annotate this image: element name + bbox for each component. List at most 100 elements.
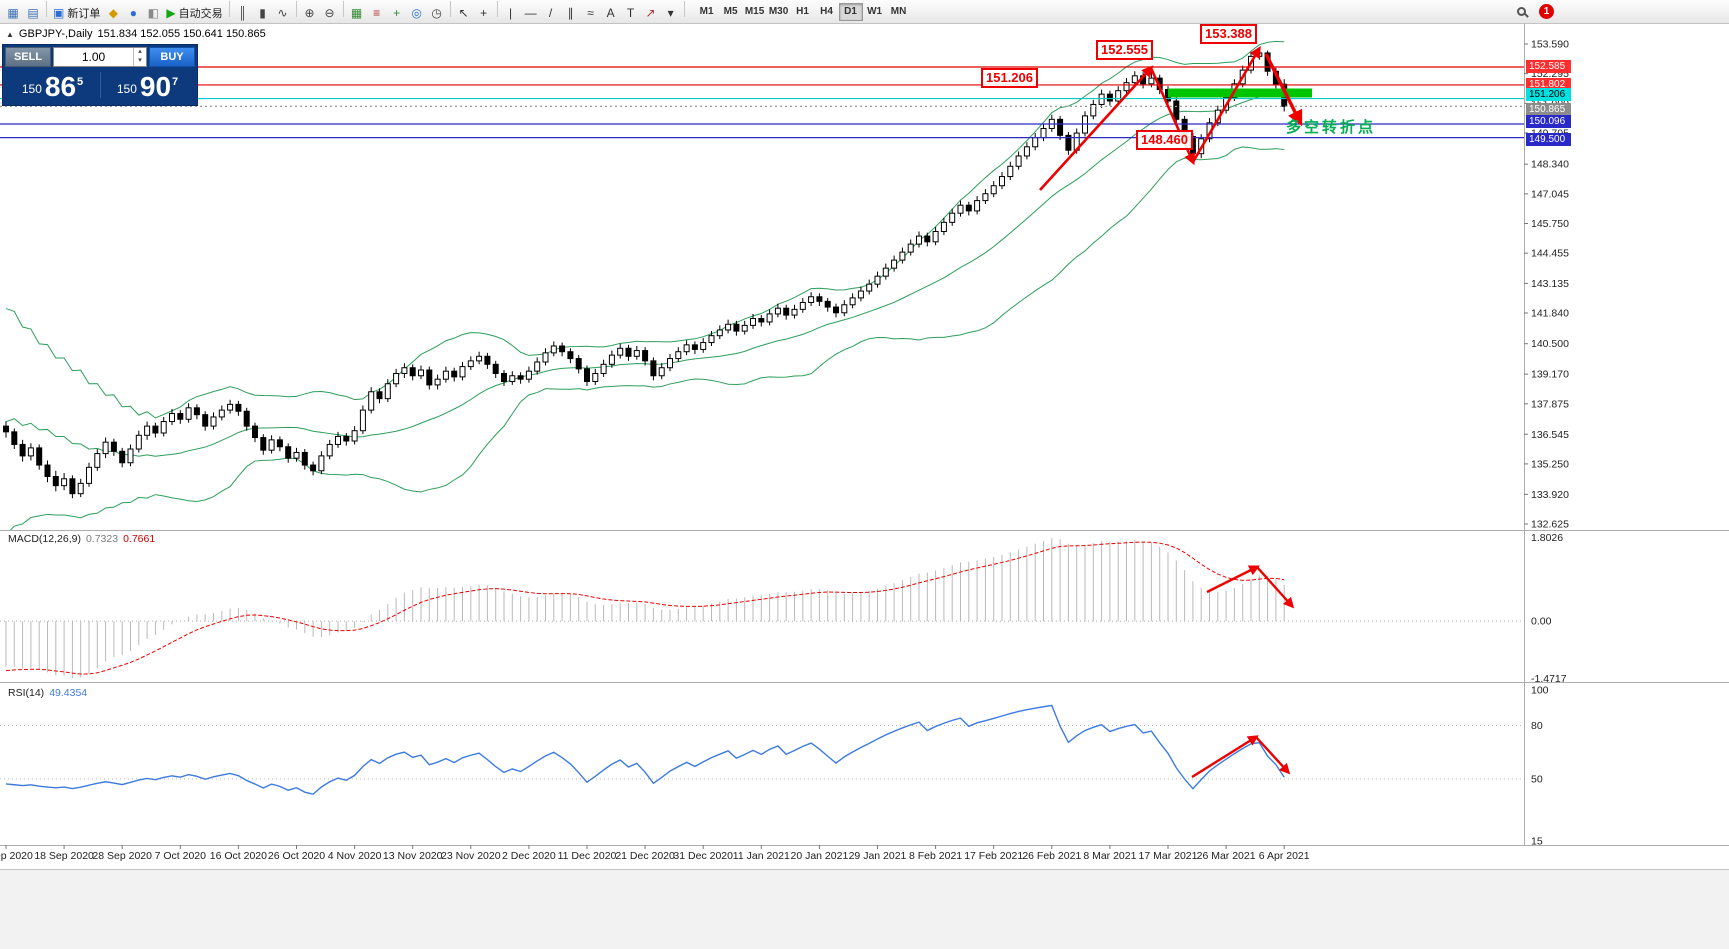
navigator-button[interactable]: ◧ — [143, 3, 163, 23]
timeframe-m15[interactable]: M15 — [743, 3, 767, 21]
add-indicator-button[interactable]: + — [387, 3, 407, 23]
volume-value: 1.00 — [81, 50, 106, 64]
crosshair-button[interactable]: + — [474, 3, 494, 23]
chart-symbol-header: ▲ GBPJPY-,Daily 151.834 152.055 150.641 … — [6, 28, 266, 40]
navigator-icon: ◧ — [147, 5, 160, 20]
svg-text:17 Feb 2021: 17 Feb 2021 — [964, 850, 1023, 862]
toolbar-buttons: ▦ ▤ ▣ 新订单 ◆ ● ◧ ▶ 自动交易 ║ ▮ ∿ ⊕ ⊖ ▦ ≡ + ◎ ◷ ↖ + | — / ∥ ≈ A T ↗ ▾ — [3, 0, 688, 23]
buy-price-major: 150 — [116, 82, 137, 96]
zoom-in-button[interactable]: ⊕ — [300, 3, 320, 23]
svg-text:0.00: 0.00 — [1531, 616, 1552, 628]
vertical-line-button[interactable]: | — [501, 3, 521, 23]
bar-chart-button[interactable]: ║ — [233, 3, 253, 23]
time-axis[interactable] — [0, 845, 1729, 867]
autotrade-button-button[interactable]: ▶ 自动交易 — [163, 3, 225, 23]
price-tag-151.206: 151.206 — [1526, 87, 1571, 101]
cursor-button[interactable]: ↖ — [454, 3, 474, 23]
buy-price[interactable]: 150 90 7 — [100, 67, 195, 103]
text-label-button[interactable]: T — [621, 3, 641, 23]
volume-field[interactable]: 1.00 ▴ ▾ — [53, 47, 147, 67]
timeframe-group: M1 M5 M15 M30 H1 H4 D1 W1 MN — [695, 2, 911, 21]
line-chart-icon: ∿ — [277, 5, 288, 20]
line-chart-button[interactable]: ∿ — [273, 3, 293, 23]
price-annotation-153.388[interactable]: 153.388 — [1200, 24, 1257, 44]
candlestick-chart-icon: ▮ — [259, 5, 266, 20]
period-button[interactable]: ◷ — [427, 3, 447, 23]
market-watch-icon: ● — [129, 5, 137, 20]
templates-button[interactable]: ◎ — [407, 3, 427, 23]
zoom-out-button[interactable]: ⊖ — [320, 3, 340, 23]
price-annotation-152.555[interactable]: 152.555 — [1096, 40, 1153, 60]
new-order-button-button[interactable]: ▣ 新订单 — [50, 3, 103, 23]
volume-up-icon[interactable]: ▴ — [138, 48, 142, 55]
price-tag-150.096: 150.096 — [1526, 114, 1571, 128]
macd-separator[interactable] — [0, 528, 1729, 533]
arrows-dropdown-button[interactable]: ▾ — [661, 3, 681, 23]
alerts-button[interactable]: ◆ — [103, 3, 123, 23]
timeframe-h1[interactable]: H1 — [791, 3, 815, 21]
svg-text:8 Sep 2020: 8 Sep 2020 — [0, 850, 33, 862]
indicators-button[interactable]: ≡ — [367, 3, 387, 23]
price-tag-149.500: 149.500 — [1526, 132, 1571, 146]
tile-windows-button[interactable]: ▦ — [347, 3, 367, 23]
price-annotation-151.206[interactable]: 151.206 — [981, 68, 1038, 88]
tile-windows-icon: ▦ — [350, 5, 363, 20]
svg-text:17 Mar 2021: 17 Mar 2021 — [1139, 850, 1198, 862]
timeframe-m30[interactable]: M30 — [767, 3, 791, 21]
timeframe-d1[interactable]: D1 — [838, 2, 863, 21]
macd-signal-value: 0.7661 — [123, 533, 156, 545]
rsi-value: 49.4354 — [49, 687, 88, 699]
search-button[interactable] — [1511, 2, 1531, 22]
one-click-trading-panel: SELL 1.00 ▴ ▾ BUY 150 86 5 150 90 7 — [2, 44, 198, 106]
horizontal-line-button[interactable]: — — [521, 3, 541, 23]
channel-button[interactable]: ∥ — [561, 3, 581, 23]
chart-canvas[interactable]: 153.590152.295151.000149.705148.340147.0… — [0, 24, 1729, 949]
svg-text:26 Mar 2021: 26 Mar 2021 — [1197, 850, 1256, 862]
arrows-button[interactable]: ↗ — [641, 3, 661, 23]
horizontal-line-icon: — — [524, 5, 537, 20]
sell-price-pips: 86 — [44, 71, 77, 102]
text-label-icon: T — [626, 5, 635, 20]
fibonacci-icon: ≈ — [587, 5, 594, 20]
volume-down-icon[interactable]: ▾ — [138, 57, 142, 64]
svg-text:133.920: 133.920 — [1531, 489, 1569, 501]
rsi-label: RSI(14) 49.4354 — [8, 687, 92, 699]
price-axis[interactable]: 152.585 151.802 151.206 150.865 150.096 149.5… — [1525, 24, 1729, 845]
arrows-icon: ↗ — [645, 5, 656, 20]
crosshair-icon: + — [480, 5, 488, 20]
timeframe-mn[interactable]: MN — [887, 3, 911, 21]
timeframe-h4[interactable]: H4 — [815, 3, 839, 21]
ohlc-values: 151.834 152.055 150.641 150.865 — [97, 28, 266, 40]
fibonacci-button[interactable]: ≈ — [581, 3, 601, 23]
timeframe-w1[interactable]: W1 — [863, 3, 887, 21]
svg-text:80: 80 — [1531, 720, 1543, 732]
price-annotation-148.460[interactable]: 148.460 — [1136, 130, 1193, 150]
rsi-name: RSI(14) — [8, 687, 45, 699]
timeframe-m1[interactable]: M1 — [695, 3, 719, 21]
sell-price[interactable]: 150 86 5 — [5, 67, 100, 103]
svg-text:2 Dec 2020: 2 Dec 2020 — [502, 850, 556, 862]
svg-text:137.875: 137.875 — [1531, 398, 1569, 410]
text-button[interactable]: A — [601, 3, 621, 23]
svg-text:15: 15 — [1531, 836, 1543, 848]
macd-name: MACD(12,26,9) — [8, 533, 81, 545]
sell-button[interactable]: SELL — [5, 47, 51, 67]
timeframe-m5[interactable]: M5 — [719, 3, 743, 21]
text-icon: A — [606, 5, 615, 20]
svg-text:31 Dec 2020: 31 Dec 2020 — [673, 850, 733, 862]
trendline-button[interactable]: / — [541, 3, 561, 23]
candlestick-chart-button[interactable]: ▮ — [253, 3, 273, 23]
arrows-dropdown-icon: ▾ — [667, 5, 674, 20]
svg-text:26 Feb 2021: 26 Feb 2021 — [1022, 850, 1081, 862]
toolbar-separator — [342, 0, 344, 17]
macd-main-value: 0.7323 — [85, 533, 119, 545]
turning-point-text[interactable]: 多空转折点 — [1286, 119, 1377, 136]
profiles-button[interactable]: ▤ — [23, 3, 43, 23]
collapse-icon[interactable]: ▲ — [6, 29, 14, 39]
chart-window-button[interactable]: ▦ — [3, 3, 23, 23]
rsi-separator[interactable] — [0, 680, 1729, 685]
market-watch-button[interactable]: ● — [123, 3, 143, 23]
buy-button[interactable]: BUY — [149, 47, 195, 67]
notification-badge[interactable]: 1 — [1539, 4, 1554, 19]
zoom-in-icon: ⊕ — [304, 5, 315, 20]
